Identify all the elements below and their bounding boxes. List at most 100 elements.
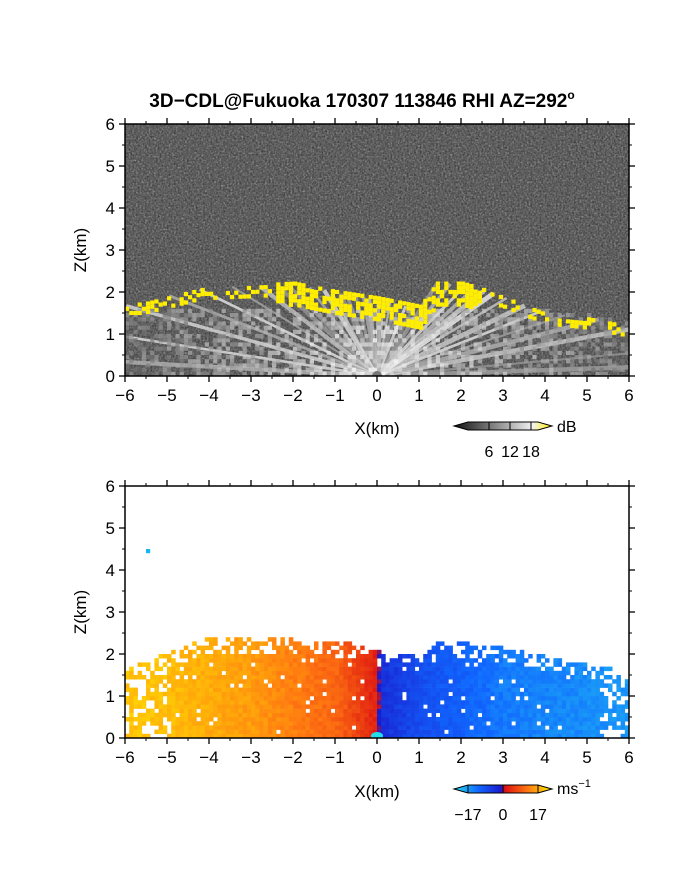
- reflectivity-cell-high: [448, 289, 453, 295]
- velocity-cell: [536, 675, 542, 680]
- reflectivity-cell-high: [398, 321, 403, 326]
- velocity-cell: [469, 708, 474, 714]
- velocity-plot-area: [125, 486, 629, 738]
- reflectivity-cell: [595, 359, 600, 364]
- velocity-cell: [335, 725, 340, 730]
- velocity-cell: [238, 717, 243, 722]
- reflectivity-plot-area: [125, 124, 629, 376]
- velocity-cell: [473, 675, 479, 680]
- velocity-cell: [288, 687, 294, 693]
- reflectivity-cell: [213, 367, 218, 372]
- reflectivity-cell: [381, 321, 386, 326]
- velocity-cell: [251, 700, 256, 705]
- reflectivity-cell-high: [305, 296, 310, 301]
- velocity-cell: [179, 662, 185, 667]
- velocity-cell: [360, 700, 365, 705]
- velocity-cell: [230, 721, 235, 726]
- reflectivity-cell: [549, 313, 554, 318]
- velocity-cell: [280, 717, 285, 722]
- velocity-cell: [511, 696, 516, 701]
- velocity-cell: [566, 725, 571, 730]
- reflectivity-cell: [347, 338, 352, 343]
- velocity-cell: [221, 733, 227, 738]
- velocity-cell: [158, 704, 164, 709]
- velocity-cell: [225, 666, 231, 672]
- velocity-cell: [494, 654, 500, 659]
- reflectivity-cell: [465, 317, 470, 322]
- velocity-cell: [553, 704, 558, 709]
- velocity-cell: [356, 675, 361, 680]
- velocity-cell: [528, 721, 533, 726]
- velocity-cell: [267, 721, 273, 726]
- velocity-cell: [238, 670, 243, 676]
- x-tick-label: 2: [456, 386, 465, 405]
- reflectivity-cell: [356, 350, 361, 355]
- reflectivity-cell: [427, 313, 432, 318]
- velocity-cell: [561, 675, 567, 680]
- reflectivity-cell: [330, 367, 335, 372]
- velocity-cell: [133, 687, 138, 693]
- velocity-cell: [326, 700, 332, 705]
- reflectivity-cell: [515, 350, 520, 355]
- y-tick-label: 3: [106, 603, 115, 622]
- reflectivity-cell-high: [368, 294, 373, 300]
- velocity-cell: [259, 654, 264, 659]
- velocity-cell: [326, 729, 332, 735]
- velocity-cell: [175, 683, 180, 688]
- velocity-cell: [255, 712, 260, 718]
- reflectivity-cell: [280, 329, 285, 334]
- velocity-cell: [150, 708, 155, 714]
- velocity-cell: [204, 717, 210, 722]
- reflectivity-cell: [448, 350, 453, 355]
- velocity-cell: [343, 658, 348, 663]
- reflectivity-cell-high: [393, 303, 398, 308]
- velocity-cell: [154, 658, 159, 663]
- velocity-cell: [494, 679, 500, 684]
- reflectivity-cell: [183, 355, 188, 360]
- reflectivity-cell-high: [322, 295, 327, 300]
- velocity-cell: [494, 733, 500, 738]
- reflectivity-cell-high: [431, 287, 436, 292]
- velocity-cell: [423, 670, 428, 676]
- velocity-cell: [372, 662, 378, 667]
- reflectivity-cell: [175, 317, 180, 322]
- velocity-cell: [238, 641, 243, 646]
- reflectivity-cell: [515, 329, 520, 334]
- velocity-cell: [465, 670, 470, 676]
- reflectivity-cell: [196, 355, 201, 360]
- velocity-cell: [557, 662, 563, 667]
- velocity-cell: [444, 670, 449, 676]
- reflectivity-cell: [440, 308, 445, 313]
- velocity-cell: [183, 662, 189, 667]
- velocity-cell: [154, 729, 159, 735]
- velocity-cell: [414, 729, 420, 735]
- velocity-cell: [225, 645, 231, 651]
- reflectivity-cell-high: [309, 305, 314, 311]
- velocity-cell: [125, 700, 130, 705]
- velocity-cell: [213, 721, 218, 726]
- reflectivity-cell: [314, 334, 319, 339]
- velocity-cell: [549, 733, 554, 738]
- velocity-cell: [431, 683, 437, 688]
- velocity-cell: [465, 687, 470, 693]
- velocity-cell: [347, 704, 353, 709]
- velocity-cell: [477, 687, 483, 693]
- reflectivity-cell-high: [473, 302, 478, 307]
- velocity-cell: [536, 712, 542, 718]
- reflectivity-cell: [582, 367, 587, 372]
- reflectivity-cell: [129, 317, 134, 322]
- velocity-cell: [406, 654, 411, 659]
- velocity-cell: [259, 662, 264, 667]
- velocity-cell: [146, 691, 151, 697]
- velocity-cell: [469, 666, 474, 672]
- velocity-cell: [456, 700, 462, 705]
- velocity-cell: [452, 687, 458, 693]
- velocity-cell: [146, 549, 151, 554]
- velocity-cell: [238, 725, 243, 730]
- velocity-cell: [473, 666, 479, 672]
- velocity-cell: [372, 725, 378, 730]
- velocity-cell: [624, 704, 629, 709]
- reflectivity-cell: [318, 329, 323, 334]
- reflectivity-cell: [511, 329, 516, 334]
- velocity-cell: [414, 700, 420, 705]
